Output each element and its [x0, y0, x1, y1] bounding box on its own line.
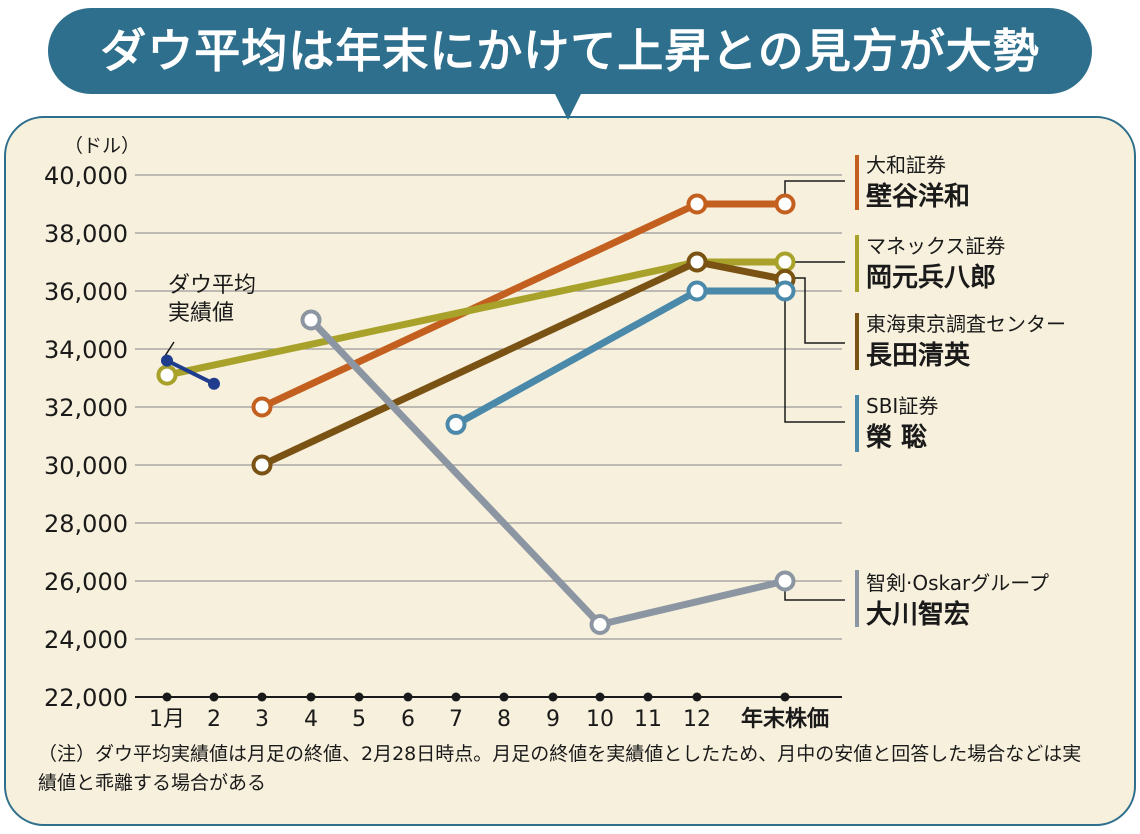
data-point [774, 570, 796, 592]
x-tick-label: 8 [497, 707, 511, 732]
x-tick-dot [499, 692, 509, 702]
data-point [686, 193, 708, 215]
x-tick-label: 3 [255, 707, 269, 732]
x-tick-label: 7 [449, 707, 463, 732]
y-tick-label: 40,000 [44, 162, 128, 190]
data-point [686, 251, 708, 273]
x-tick-label: 12 [683, 707, 711, 732]
chart-panel [4, 116, 1136, 826]
series-color-bar [855, 570, 859, 627]
data-point [251, 454, 273, 476]
series-org-label: マネックス証券 [866, 234, 1005, 258]
data-point [156, 364, 178, 386]
y-tick-label: 38,000 [44, 220, 128, 248]
x-tick-dot [306, 692, 316, 702]
series-line [307, 316, 789, 628]
series-line [163, 258, 789, 379]
x-tick-dot [403, 692, 413, 702]
x-tick-label: 1月 [149, 707, 185, 732]
annotation-line-1: ダウ平均 [168, 273, 256, 298]
annotation-pointer [164, 341, 175, 357]
series-name-label: 大川智宏 [866, 599, 970, 630]
series-name-label: 岡元兵八郎 [866, 263, 996, 293]
x-tick-dot [162, 692, 172, 702]
data-point [686, 280, 708, 302]
x-tick-label: 9 [546, 707, 560, 732]
x-tick-label: 10 [586, 707, 614, 732]
y-tick-label: 36,000 [44, 278, 128, 306]
data-point [300, 309, 322, 331]
series-color-bar [855, 313, 859, 370]
series-color-bar [855, 395, 859, 452]
title-banner [48, 8, 1092, 94]
x-tick-dot [595, 692, 605, 702]
series-line [258, 200, 789, 411]
x-tick-dot [209, 692, 219, 702]
data-point [774, 251, 796, 273]
y-tick-label: 22,000 [44, 684, 128, 712]
y-unit-label: （ドル） [64, 135, 140, 157]
series-name-label: 壁谷洋和 [866, 181, 970, 212]
series-org-label: SBI証券 [866, 394, 938, 418]
series-line [452, 287, 789, 428]
x-tick-dot [354, 692, 364, 702]
y-tick-label: 32,000 [44, 394, 128, 422]
y-tick-label: 34,000 [44, 336, 128, 364]
series-name-label: 榮 聡 [866, 423, 927, 453]
title-banner-pointer [553, 90, 583, 120]
x-tick-dot [451, 692, 461, 702]
x-tick-label: 年末株価 [741, 706, 829, 732]
x-tick-label: 5 [352, 707, 366, 732]
x-tick-dot [692, 692, 702, 702]
y-tick-label: 30,000 [44, 452, 128, 480]
x-tick-dot [643, 692, 653, 702]
x-tick-dot [548, 692, 558, 702]
data-point [251, 396, 273, 418]
leader-line [784, 292, 845, 423]
series-color-bar [855, 155, 859, 210]
data-point [589, 614, 611, 635]
y-tick-label: 28,000 [44, 510, 128, 538]
data-point [445, 413, 467, 435]
actual-point [161, 354, 173, 367]
data-point [774, 193, 796, 215]
x-tick-dot [780, 692, 790, 702]
x-tick-label: 11 [634, 707, 662, 732]
chart-title: ダウ平均は年末にかけて上昇との見方が大勢 [100, 24, 1040, 78]
x-tick-dot [257, 692, 267, 702]
x-tick-label: 6 [401, 707, 415, 732]
footnote: （注）ダウ平均実績値は月足の終値、2月28日時点。月足の終値を実績値としたため、… [38, 743, 1082, 794]
y-tick-label: 26,000 [44, 568, 128, 596]
data-point [774, 280, 796, 302]
x-tick-label: 2 [207, 707, 221, 732]
series-org-label: 東海東京調査センター [866, 312, 1066, 336]
y-tick-label: 24,000 [44, 626, 128, 654]
actual-line [166, 358, 215, 386]
series-name-label: 長田清英 [866, 341, 971, 371]
actual-point [208, 377, 220, 390]
series-org-label: 大和証券 [866, 153, 946, 177]
series-org-label: 智剣·Oskarグループ [866, 571, 1049, 595]
series-color-bar [855, 235, 859, 292]
x-tick-label: 4 [304, 707, 318, 732]
annotation-line-2: 実績値 [168, 301, 234, 326]
